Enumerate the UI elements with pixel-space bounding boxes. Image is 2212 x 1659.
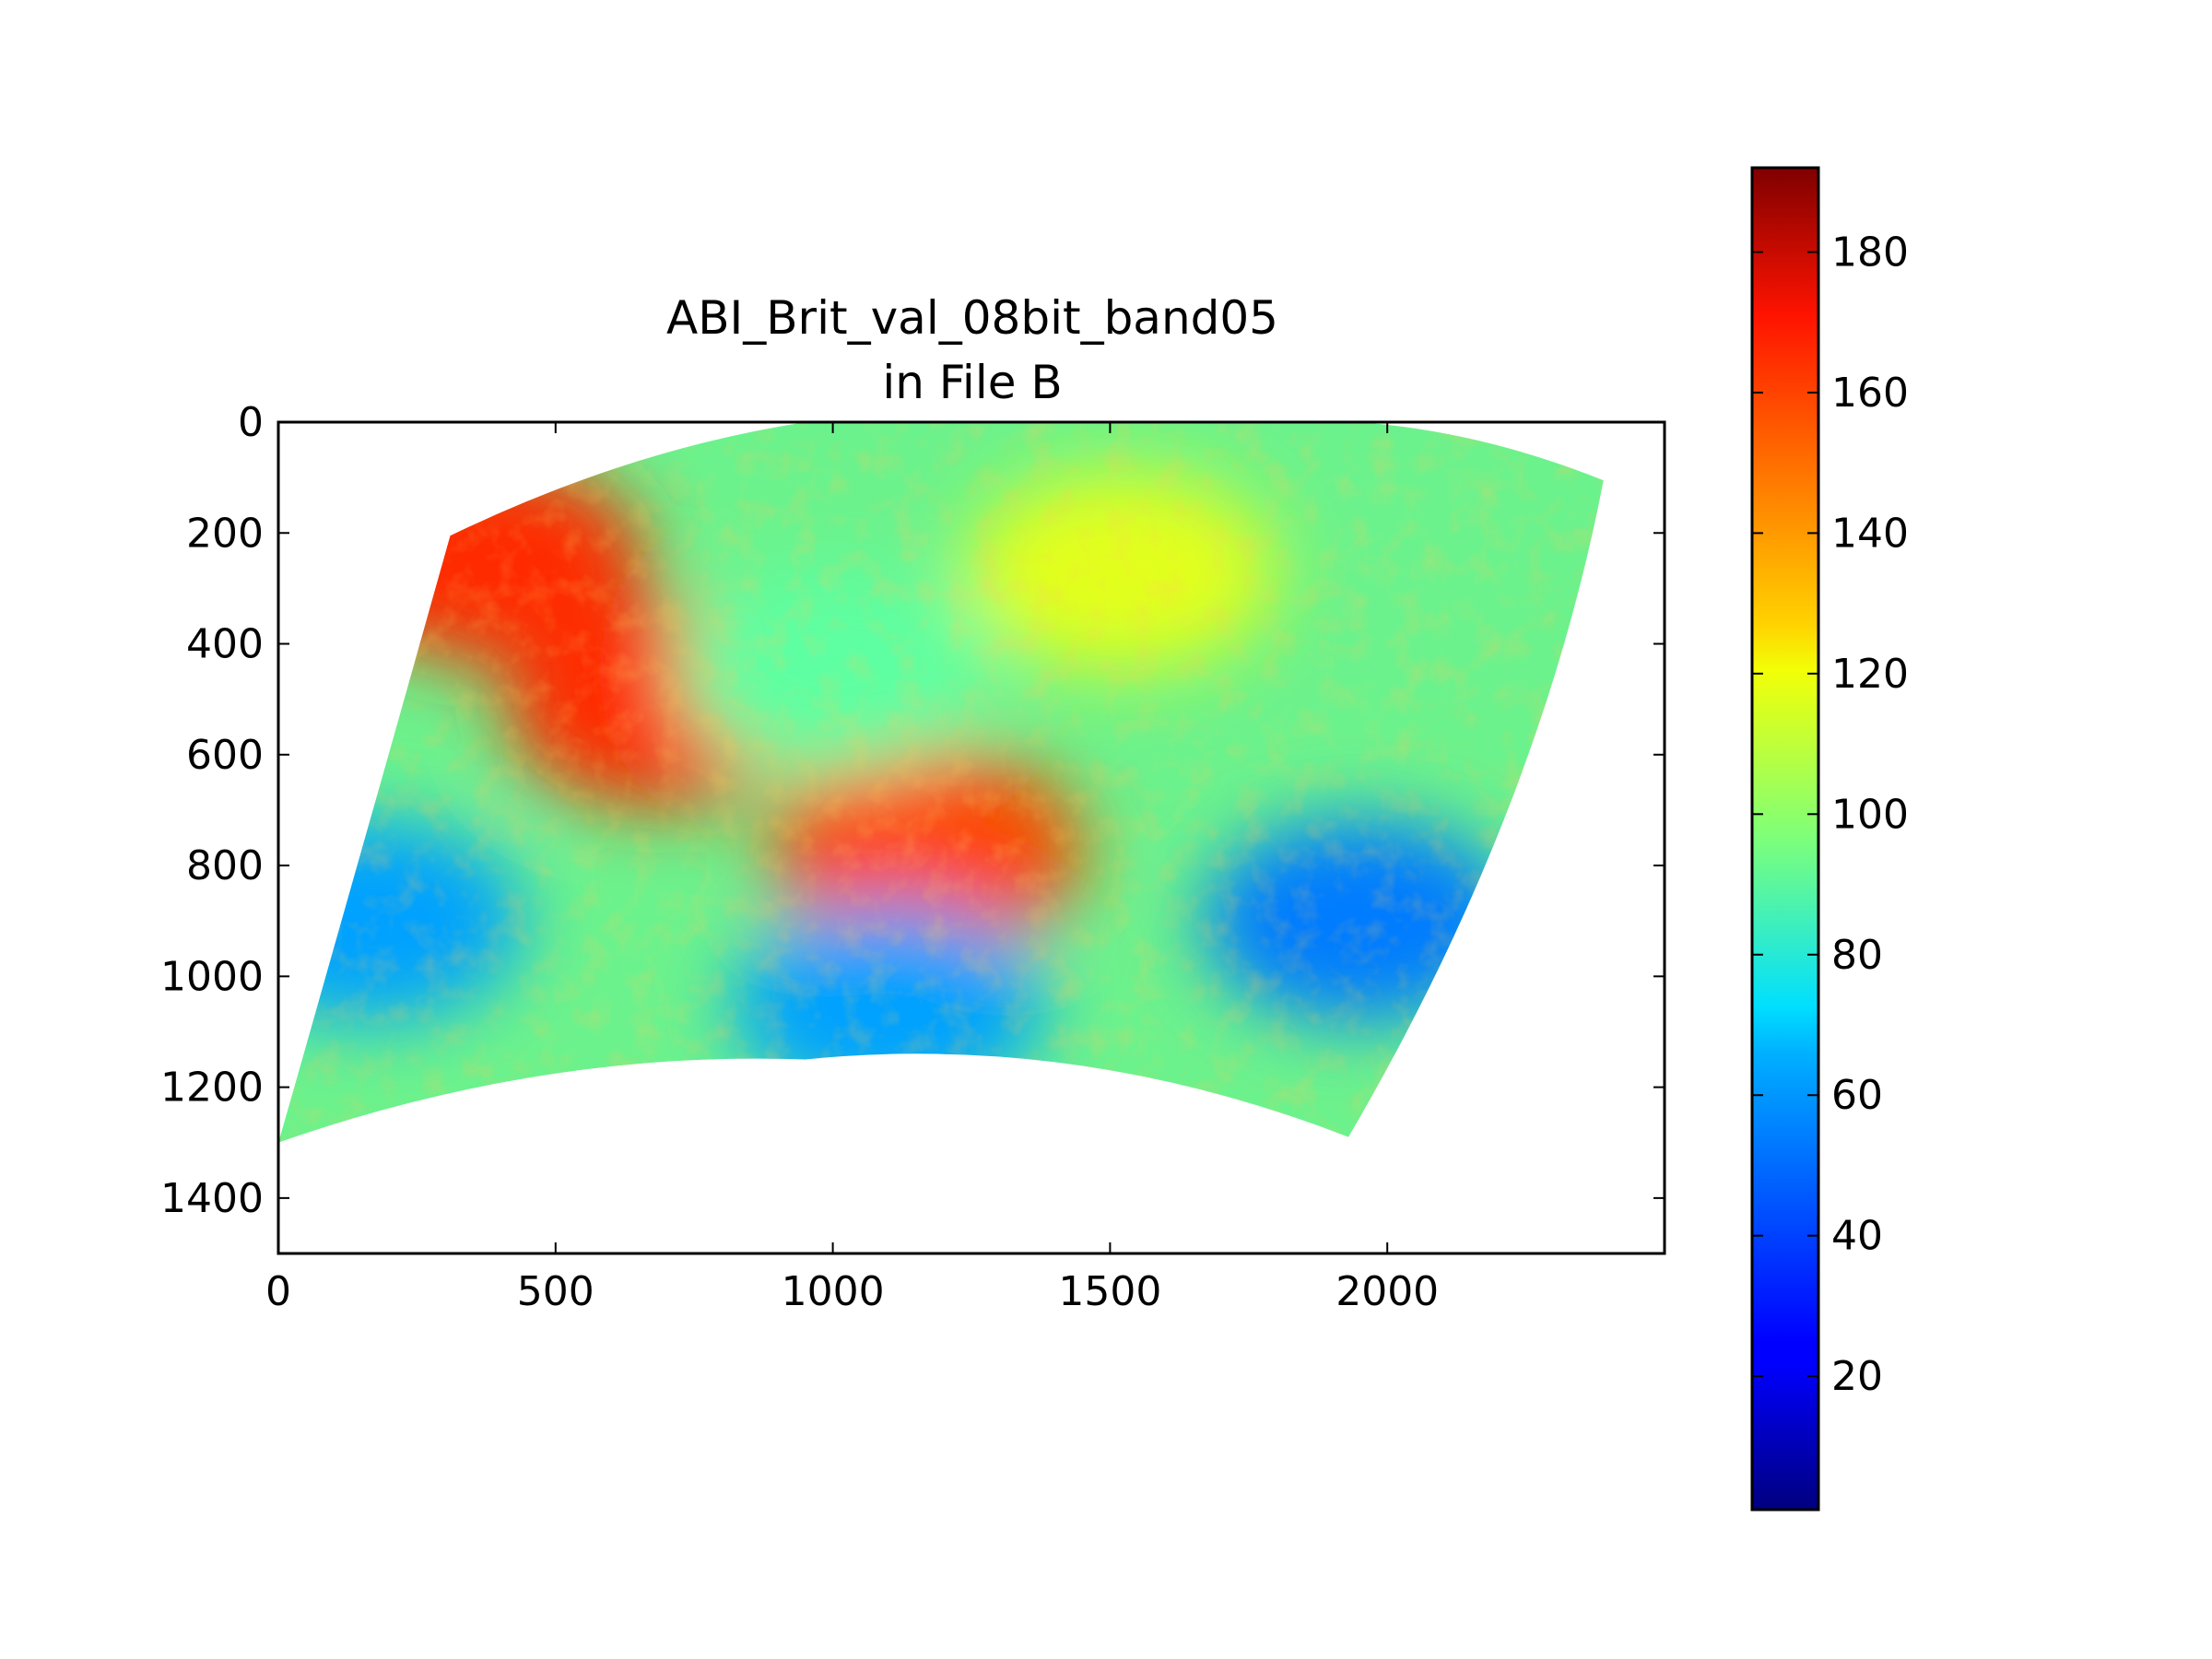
y-tick-label: 0 [238,399,264,446]
colorbar-tick-label: 140 [1831,510,1909,557]
y-tick-label: 800 [186,842,264,889]
y-tick-label: 200 [186,510,264,557]
x-tick-label: 0 [265,1268,291,1315]
texture-noise [278,422,1604,1143]
colorbar-ticks: 20 40 60 80 100 120 140 160 180 [1752,229,1909,1400]
axes-frame [276,420,1666,1255]
y-tick-label: 400 [186,621,264,668]
colorbar-tick-label: 60 [1831,1072,1883,1119]
y-tick-label: 1000 [160,953,264,1000]
x-tick-label: 1000 [782,1268,885,1315]
colorbar-tick-label: 180 [1831,229,1909,276]
colorbar-tick-label: 20 [1831,1353,1883,1400]
colorbar-tick-label: 100 [1831,791,1909,838]
x-tick-label: 2000 [1335,1268,1439,1315]
colorbar-frame [1750,166,1820,1512]
x-tick-label: 1500 [1058,1268,1161,1315]
colorbar-tick-label: 120 [1831,651,1909,698]
chart-subtitle: in File B [882,356,1062,409]
y-tick-label: 600 [186,732,264,779]
plot-area [278,422,1604,1143]
colorbar-tick-label: 40 [1831,1213,1883,1260]
y-tick-label: 1200 [160,1065,264,1112]
colorbar: 20 40 60 80 100 120 140 160 180 [1750,166,1909,1512]
swath-image [278,422,1604,1143]
colorbar-gradient [1752,168,1818,1510]
x-axis: 0 500 1000 1500 2000 [265,422,1439,1315]
colorbar-tick-label: 160 [1831,370,1909,417]
colorbar-tick-label: 80 [1831,932,1883,979]
chart-title: ABI_Brit_val_08bit_band05 [666,291,1278,345]
y-axis: 0 200 400 600 800 1000 1200 1400 [160,399,1665,1222]
x-tick-label: 500 [517,1268,594,1315]
y-tick-label: 1400 [160,1175,264,1222]
